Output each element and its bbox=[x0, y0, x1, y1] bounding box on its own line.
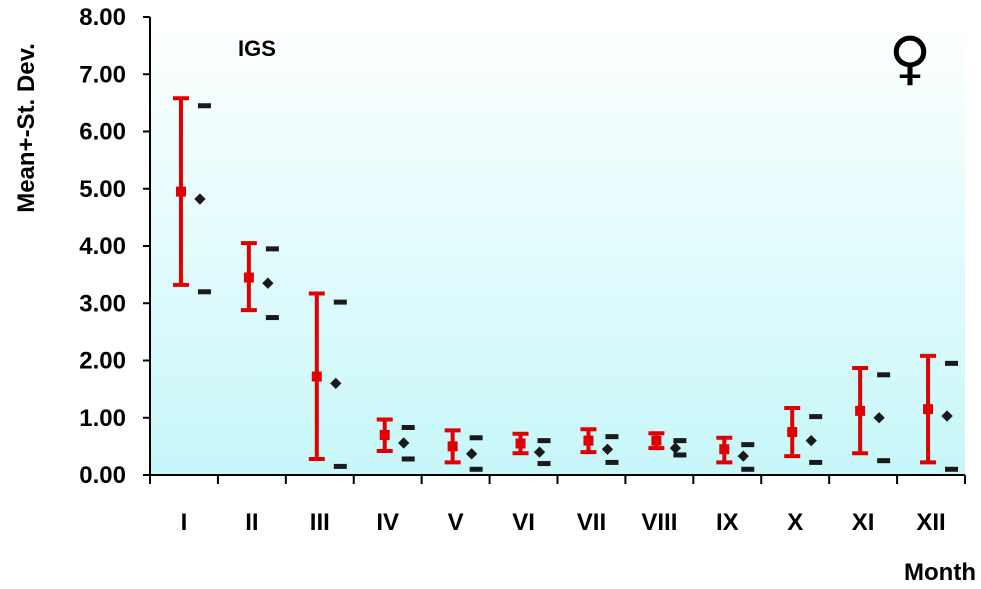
axes bbox=[143, 16, 966, 484]
black-upper-dash bbox=[469, 435, 483, 441]
x-category-label: II bbox=[245, 509, 258, 536]
black-lower-dash bbox=[537, 461, 551, 467]
black-lower-dash bbox=[605, 459, 619, 465]
black-upper-dash bbox=[605, 434, 619, 440]
y-axis-title: Mean+-St. Dev. bbox=[13, 43, 40, 213]
black-mean-marker bbox=[533, 446, 546, 458]
red-mean-marker bbox=[379, 429, 390, 440]
data-marks bbox=[172, 96, 959, 472]
black-mean-marker bbox=[262, 277, 274, 289]
black-mean-marker bbox=[601, 443, 614, 455]
black-lower-dash bbox=[673, 452, 687, 458]
red-mean-marker bbox=[515, 438, 526, 449]
black-upper-dash bbox=[877, 372, 891, 378]
y-tick-label: 8.00 bbox=[79, 4, 126, 31]
black-mean-marker bbox=[873, 412, 885, 424]
y-tick-label: 3.00 bbox=[79, 290, 126, 317]
red-mean-marker bbox=[583, 435, 594, 446]
black-lower-dash bbox=[809, 459, 823, 465]
y-tick-label: 6.00 bbox=[79, 119, 126, 146]
x-category-label: VII bbox=[577, 509, 606, 536]
black-upper-dash bbox=[741, 442, 755, 448]
x-axis-title: Month bbox=[904, 559, 976, 586]
y-tick-label: 2.00 bbox=[79, 348, 126, 375]
red-mean-marker bbox=[447, 441, 458, 452]
female-symbol: ♀ bbox=[889, 24, 931, 92]
x-category-label: III bbox=[310, 509, 330, 536]
black-upper-dash bbox=[333, 299, 347, 305]
black-lower-dash bbox=[741, 466, 755, 472]
black-lower-dash bbox=[945, 466, 959, 472]
black-upper-dash bbox=[265, 246, 279, 252]
black-lower-dash bbox=[877, 458, 891, 464]
black-upper-dash bbox=[809, 414, 823, 420]
y-tick-label: 0.00 bbox=[79, 462, 126, 489]
x-category-label: IX bbox=[716, 509, 739, 536]
black-upper-dash bbox=[945, 360, 959, 366]
red-mean-marker bbox=[855, 405, 866, 416]
black-mean-marker bbox=[941, 410, 953, 422]
black-lower-dash bbox=[197, 289, 211, 295]
red-mean-marker bbox=[311, 371, 322, 382]
x-category-label: XII bbox=[916, 509, 945, 536]
red-mean-marker bbox=[651, 435, 662, 446]
red-mean-marker bbox=[243, 272, 254, 283]
black-lower-dash bbox=[333, 463, 347, 469]
y-tick-label: 4.00 bbox=[79, 233, 126, 260]
y-tick-labels: 0.00 1.00 2.00 3.00 4.00 5.00 6.00 7.00 8.00 bbox=[79, 4, 126, 489]
black-mean-marker bbox=[805, 434, 817, 447]
black-upper-dash bbox=[673, 438, 687, 444]
x-category-label: XI bbox=[852, 509, 875, 536]
red-mean-marker bbox=[175, 186, 186, 197]
black-mean-marker bbox=[669, 442, 682, 454]
plot-area bbox=[150, 17, 965, 475]
x-category-label: IV bbox=[376, 509, 399, 536]
black-lower-dash bbox=[469, 466, 483, 472]
x-category-labels: I II III IV V VI VII VIII IX X XI XII bbox=[181, 509, 946, 536]
x-category-label: VI bbox=[512, 509, 535, 536]
black-upper-dash bbox=[537, 438, 551, 444]
black-mean-marker bbox=[737, 450, 749, 462]
x-category-label: I bbox=[181, 509, 188, 536]
y-tick-label: 1.00 bbox=[79, 405, 126, 432]
red-mean-marker bbox=[719, 444, 730, 455]
black-upper-dash bbox=[401, 424, 415, 430]
chart-title: IGS bbox=[238, 36, 276, 61]
black-mean-marker bbox=[398, 437, 410, 449]
x-category-label: V bbox=[448, 509, 464, 536]
black-upper-dash bbox=[197, 103, 211, 109]
black-lower-dash bbox=[401, 456, 415, 462]
black-mean-marker bbox=[194, 193, 206, 205]
red-mean-marker bbox=[923, 404, 934, 415]
red-mean-marker bbox=[787, 427, 798, 438]
black-mean-marker bbox=[330, 377, 342, 390]
y-tick-label: 7.00 bbox=[79, 61, 126, 88]
black-mean-marker bbox=[465, 448, 478, 460]
x-category-label: X bbox=[787, 509, 803, 536]
y-tick-label: 5.00 bbox=[79, 176, 126, 203]
x-category-label: VIII bbox=[641, 509, 677, 536]
black-lower-dash bbox=[265, 315, 279, 321]
